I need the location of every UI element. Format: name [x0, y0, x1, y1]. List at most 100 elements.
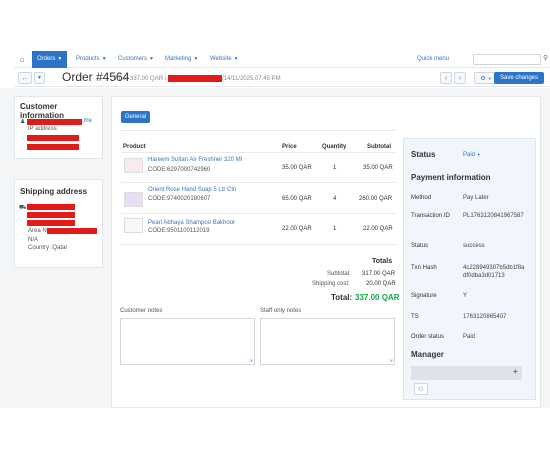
order-meta: Total: 337.00 QAR / /14/11/2025,07:45 PM	[114, 75, 281, 83]
method-label: Method	[411, 195, 432, 201]
next-order-button[interactable]: ›	[454, 72, 466, 84]
subtotal-value: 317.00 QAR	[362, 271, 396, 277]
table-row-divider	[121, 244, 396, 245]
header-product: Product	[123, 144, 146, 150]
txn-hash-label: Txn Hash	[411, 265, 437, 271]
quick-menu-link[interactable]: Quick menu	[417, 56, 450, 62]
manager-select[interactable]	[411, 366, 522, 380]
back-arrow-button[interactable]: ←	[18, 72, 32, 84]
caret-down-icon: ▼	[149, 56, 154, 62]
product-quantity: 1	[333, 165, 337, 171]
transaction-id-value: PL1763120841967587	[463, 213, 524, 219]
product-name-link[interactable]: Pearl Abhaya Shampoo Bakhoor	[148, 220, 236, 226]
status-title: Status	[411, 150, 436, 159]
product-price: 22.00 QAR	[282, 226, 312, 232]
country-line: Country :Qatar	[28, 245, 68, 251]
product-price: 65.00 QAR	[282, 196, 312, 202]
tab-general[interactable]: General	[121, 111, 150, 123]
product-subtotal: 22.00 QAR	[363, 226, 393, 232]
payment-status-value: success	[463, 243, 485, 249]
shipping-cost-label: Shipping cost:	[312, 281, 350, 287]
redacted-block	[27, 135, 79, 141]
home-icon[interactable]: ⌂	[19, 55, 25, 64]
resize-handle-icon[interactable]: ⇲	[388, 358, 393, 364]
staff-notes-textarea[interactable]: ⇲	[260, 318, 395, 365]
signature-value: Y	[463, 293, 468, 299]
ip-address-label: IP address:	[28, 126, 59, 132]
nav-customers[interactable]: Customers ▼	[118, 56, 154, 62]
redacted-block	[47, 228, 97, 234]
redacted-block	[27, 220, 75, 226]
total-label: Total:	[331, 293, 353, 302]
method-value: Pay Later	[463, 195, 489, 201]
total-value: 337.00 QAR	[355, 293, 400, 302]
customer-email-suffix[interactable]: .me	[82, 118, 93, 124]
transaction-id-label: Transaction ID	[411, 213, 450, 219]
user-icon: ♟	[20, 119, 26, 125]
payment-info-title: Payment information	[411, 173, 491, 182]
txn-hash-value-line2: df0dba3d01713	[463, 273, 505, 279]
customer-notes-label: Customer notes	[120, 308, 163, 314]
address-na: N/A	[28, 237, 39, 243]
signature-label: Signature	[411, 293, 437, 299]
gear-icon: ⚙	[480, 75, 486, 82]
nav-marketing[interactable]: Marketing ▼	[165, 56, 199, 62]
redacted-block	[27, 204, 75, 210]
resize-handle-icon[interactable]: ⇲	[248, 358, 253, 364]
customer-info-card: Customer information ♟ .me IP address:	[14, 96, 103, 159]
customer-info-title: Customer information	[20, 102, 64, 120]
header-quantity: Quantity	[322, 144, 347, 150]
product-name-link[interactable]: Hareem Sultan Air Freshner 320 Ml	[148, 157, 243, 163]
product-thumbnail[interactable]	[124, 218, 143, 233]
product-thumbnail[interactable]	[124, 192, 143, 207]
redacted-name	[27, 119, 82, 125]
product-price: 35.00 QAR	[282, 165, 312, 171]
table-row-divider	[121, 213, 396, 214]
add-manager-icon[interactable]: +	[513, 367, 518, 376]
search-input[interactable]	[473, 54, 541, 65]
prev-order-button[interactable]: ‹	[440, 72, 452, 84]
redacted-block	[27, 212, 75, 218]
order-status-label: Order status	[411, 334, 445, 340]
settings-dropdown-button[interactable]: ⚙ ▼	[474, 72, 498, 84]
redacted-block	[168, 75, 223, 82]
nav-products[interactable]: Products ▼	[76, 56, 107, 62]
save-changes-button[interactable]: Save changes	[494, 72, 544, 84]
product-thumbnail[interactable]	[124, 158, 143, 173]
payment-status-label: Status	[411, 243, 429, 249]
txn-hash-value-line1: 4c228949307b5db1f8a	[463, 265, 525, 271]
nav-website[interactable]: Website ▼	[210, 56, 239, 62]
search-icon[interactable]: ⚲	[543, 55, 549, 62]
product-code: CODE:9501100112019	[148, 228, 210, 234]
order-status-value: Paid	[463, 334, 476, 340]
shipping-address-title: Shipping address	[20, 187, 88, 196]
dropdown-caret-button[interactable]: ▼	[34, 72, 45, 84]
caret-down-icon: ▼	[487, 75, 492, 81]
status-dropdown[interactable]: Paid ▼	[463, 152, 481, 158]
order-side-panel	[403, 138, 536, 400]
product-quantity: 4	[333, 196, 337, 202]
redacted-block	[27, 144, 79, 150]
area-label: Area N	[28, 228, 47, 234]
subtotal-label: Subtotal:	[327, 271, 351, 277]
shipping-address-card: Shipping address ⛟ Area N N/A Country :Q…	[14, 179, 103, 268]
staff-notes-label: Staff only notes	[260, 308, 302, 314]
caret-down-icon: ▼	[476, 152, 481, 157]
product-quantity: 1	[333, 226, 337, 232]
table-divider	[121, 152, 396, 153]
product-code: CODE:9740020180607	[148, 196, 211, 202]
nav-orders[interactable]: Orders ▼	[32, 51, 68, 68]
caret-down-icon: ▼	[233, 56, 239, 62]
product-code: CODE:6297000742960	[148, 167, 211, 173]
users-icon[interactable]: ⚇	[414, 383, 428, 395]
customer-notes-textarea[interactable]: ⇲	[120, 318, 255, 365]
top-navigation: ⌂ Orders ▼ Products ▼ Customers ▼ Marketing…	[14, 51, 550, 68]
shipping-cost-value: 20.00 QAR	[366, 281, 396, 287]
header-price: Price	[282, 144, 297, 150]
ts-value: 1763120865407	[463, 314, 507, 320]
product-subtotal: 35.00 QAR	[363, 165, 393, 171]
order-toolbar: ← ▼ Order #4564 Total: 337.00 QAR / /14/…	[14, 69, 550, 87]
product-name-link[interactable]: Orient Rose Hand Soap 5 Ltr Ctn	[148, 187, 237, 193]
table-row-divider	[121, 182, 396, 183]
product-subtotal: 260.00 QAR	[359, 196, 393, 202]
